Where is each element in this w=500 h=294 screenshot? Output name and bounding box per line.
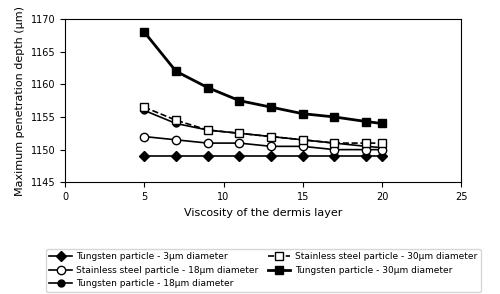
- Y-axis label: Maximum penetration depth (μm): Maximum penetration depth (μm): [15, 6, 25, 196]
- X-axis label: Viscosity of the dermis layer: Viscosity of the dermis layer: [184, 208, 342, 218]
- Legend: Tungsten particle - 3μm diameter, Stainless steel particle - 18μm diameter, Tung: Tungsten particle - 3μm diameter, Stainl…: [46, 249, 480, 292]
